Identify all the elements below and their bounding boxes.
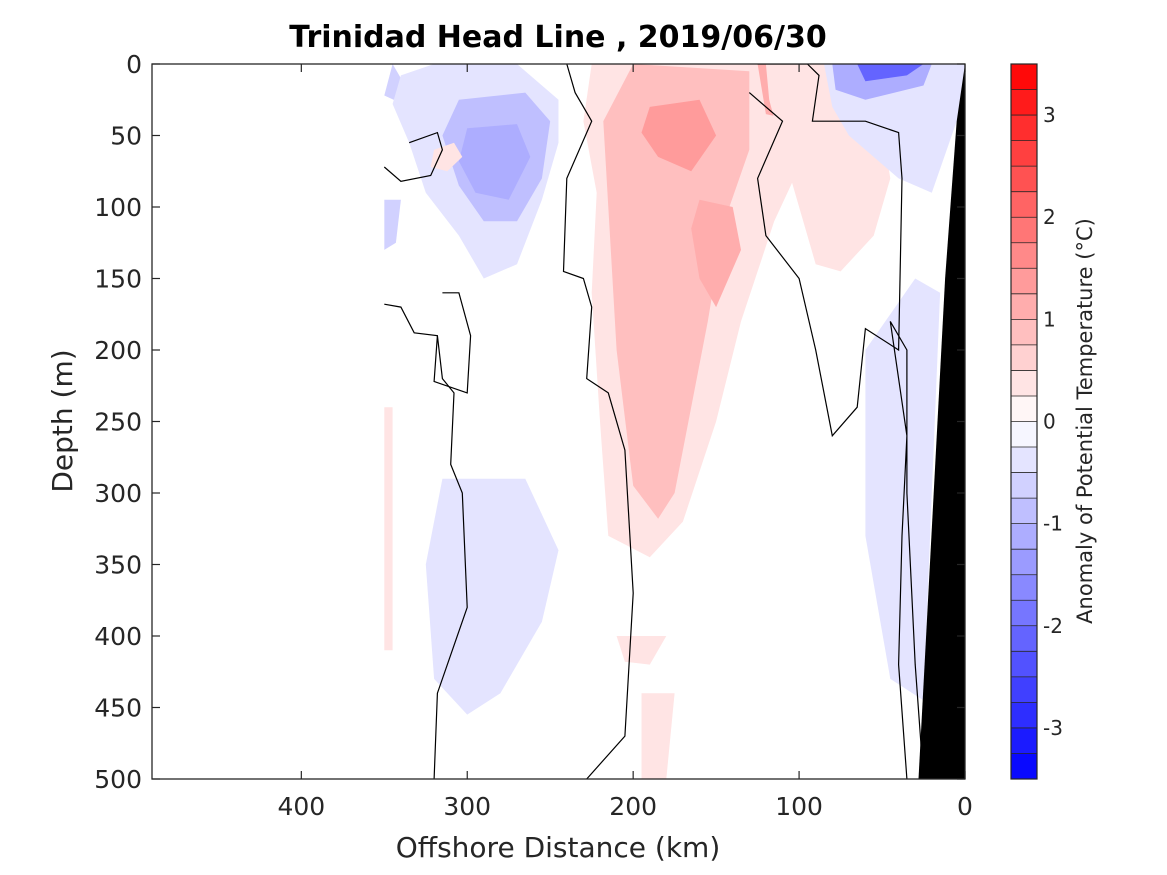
colorbar-label: Anomaly of Potential Temperature (°C) [1073, 218, 1097, 624]
anomaly-regions [384, 64, 965, 779]
seafloor-layer [918, 64, 965, 779]
y-tick-label: 0 [126, 50, 142, 79]
y-tick-label: 400 [94, 622, 142, 651]
colorbar-level [1011, 523, 1037, 550]
colorbar-level [1011, 676, 1037, 703]
colorbar-level [1011, 166, 1037, 193]
anomaly-region-10 [691, 199, 741, 308]
x-axis: 400 300 200 100 0 [277, 64, 973, 821]
colorbar-level [1011, 625, 1037, 652]
colorbar-level [1011, 140, 1037, 167]
y-tick-label: 250 [94, 408, 142, 437]
y-tick-label: 350 [94, 551, 142, 580]
anomaly-region-8 [603, 64, 750, 519]
anomaly-region-15 [641, 693, 675, 779]
colorbar-level [1011, 498, 1037, 525]
zero-contour-2 [562, 64, 634, 779]
seafloor-shape [918, 64, 965, 779]
colorbar-level [1011, 421, 1037, 448]
colorbar-tick-label: 0 [1043, 410, 1056, 434]
colorbar-level [1011, 753, 1037, 780]
colorbar-level [1011, 472, 1037, 499]
anomaly-region-19 [857, 64, 924, 82]
colorbar-level [1011, 727, 1037, 754]
zero-contour-5 [433, 292, 472, 394]
anomaly-region-6 [430, 142, 463, 172]
colorbar-level [1011, 191, 1037, 218]
y-tick-label: 50 [110, 122, 142, 151]
colorbar-level [1011, 217, 1037, 244]
zero-contour-6 [889, 321, 925, 779]
zero-contour-4 [384, 303, 468, 779]
y-axis-label: Depth (m) [46, 349, 79, 492]
plot-area [152, 64, 965, 779]
anomaly-region-9 [641, 99, 717, 172]
anomaly-region-22 [467, 493, 526, 636]
colorbar-level [1011, 651, 1037, 678]
colorbar-level [1011, 115, 1037, 142]
colorbar-level [1011, 702, 1037, 729]
colorbar-tick-label: -2 [1043, 614, 1063, 638]
colorbar-level [1011, 89, 1037, 116]
x-tick-label: 400 [277, 792, 325, 821]
y-tick-label: 100 [94, 193, 142, 222]
zero-contours [383, 64, 925, 779]
colorbar-tick-label: 1 [1043, 307, 1056, 331]
colorbar-tick-label: -3 [1043, 716, 1063, 740]
anomaly-region-20 [865, 278, 941, 701]
colorbar-level [1011, 395, 1037, 422]
x-tick-label: 0 [957, 792, 973, 821]
colorbar-level [1011, 64, 1037, 90]
y-tick-label: 150 [94, 265, 142, 294]
colorbar-tick-label: 2 [1043, 205, 1056, 229]
x-axis-label: Offshore Distance (km) [396, 831, 721, 864]
y-tick-label: 450 [94, 694, 142, 723]
anomaly-region-5 [384, 199, 401, 250]
colorbar-level [1011, 600, 1037, 627]
colorbar-tick-label: -1 [1043, 512, 1063, 536]
colorbar-level [1011, 293, 1037, 320]
x-tick-label: 100 [775, 792, 823, 821]
chart-title: Trinidad Head Line , 2019/06/30 [289, 20, 826, 55]
colorbar-tick-label: 3 [1043, 103, 1056, 127]
y-tick-label: 300 [94, 479, 142, 508]
colorbar-level [1011, 242, 1037, 269]
colorbar-level [1011, 447, 1037, 473]
colorbar-frame [1010, 63, 1038, 780]
y-tick-label: 500 [94, 765, 142, 794]
colorbar: 3 2 1 0 -1 -2 -3 [1010, 63, 1063, 780]
y-axis: 0 50 100 150 200 250 300 350 400 450 500 [94, 50, 965, 794]
colorbar-level [1011, 268, 1037, 295]
y-tick-label: 200 [94, 336, 142, 365]
zero-contour-1 [383, 131, 444, 182]
colorbar-level [1011, 319, 1037, 346]
x-tick-label: 300 [443, 792, 491, 821]
zero-contour-3 [748, 64, 903, 438]
anomaly-region-13 [765, 64, 891, 272]
colorbar-level [1011, 574, 1037, 601]
anomaly-region-16 [384, 407, 393, 651]
colorbar-level [1011, 344, 1037, 371]
colorbar-level [1011, 370, 1037, 397]
x-tick-label: 200 [609, 792, 657, 821]
colorbar-level [1011, 549, 1037, 576]
anomaly-region-4 [458, 124, 531, 200]
